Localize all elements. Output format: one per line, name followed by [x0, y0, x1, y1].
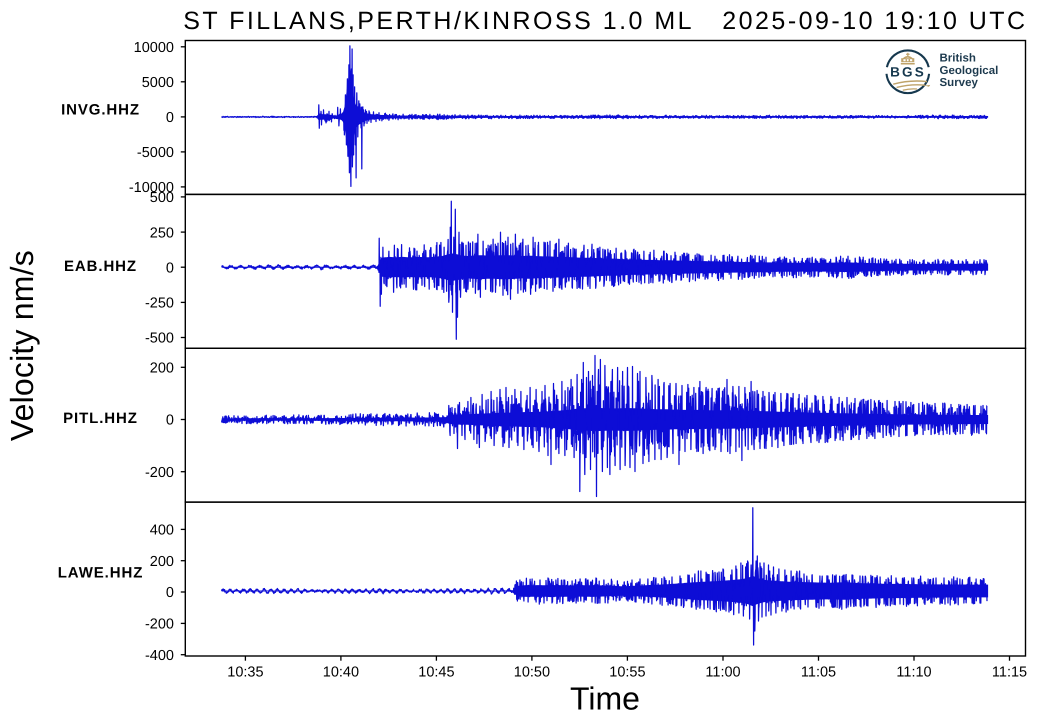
svg-text:LAWE.HHZ: LAWE.HHZ — [58, 565, 144, 582]
svg-text:11:15: 11:15 — [992, 665, 1027, 681]
svg-text:10000: 10000 — [134, 40, 174, 56]
svg-text:10:55: 10:55 — [609, 665, 645, 681]
svg-text:11:10: 11:10 — [896, 665, 931, 681]
svg-text:PITL.HHZ: PITL.HHZ — [63, 410, 138, 427]
svg-text:INVG.HHZ: INVG.HHZ — [61, 102, 140, 119]
svg-text:-5000: -5000 — [137, 145, 174, 161]
svg-text:-500: -500 — [145, 331, 174, 347]
svg-text:0: 0 — [166, 585, 174, 601]
svg-text:500: 500 — [150, 190, 174, 206]
svg-text:10:40: 10:40 — [323, 665, 359, 681]
svg-text:11:00: 11:00 — [705, 665, 740, 681]
svg-text:Velocity nm/s: Velocity nm/s — [4, 250, 40, 441]
svg-text:Time: Time — [570, 681, 640, 717]
svg-text:-400: -400 — [145, 648, 174, 664]
svg-text:10:45: 10:45 — [418, 665, 454, 681]
svg-text:200: 200 — [150, 554, 174, 570]
svg-text:Geological: Geological — [940, 65, 999, 77]
svg-text:0: 0 — [166, 413, 174, 429]
svg-text:-200: -200 — [145, 617, 174, 633]
svg-text:-250: -250 — [145, 296, 174, 312]
svg-text:ST FILLANS,PERTH/KINROSS 1.0 M: ST FILLANS,PERTH/KINROSS 1.0 ML 2025-09-… — [183, 7, 1027, 35]
svg-text:10:50: 10:50 — [514, 665, 550, 681]
svg-text:250: 250 — [150, 225, 174, 241]
svg-text:200: 200 — [150, 361, 174, 377]
svg-text:BGS: BGS — [890, 65, 926, 80]
svg-text:British: British — [940, 53, 976, 65]
svg-text:-200: -200 — [145, 465, 174, 481]
svg-text:EAB.HHZ: EAB.HHZ — [64, 258, 137, 275]
svg-text:0: 0 — [166, 110, 174, 126]
svg-text:0: 0 — [166, 260, 174, 276]
svg-text:11:05: 11:05 — [801, 665, 836, 681]
svg-text:10:35: 10:35 — [227, 665, 263, 681]
svg-text:400: 400 — [150, 523, 174, 539]
svg-text:-10000: -10000 — [129, 180, 174, 196]
svg-text:5000: 5000 — [142, 75, 174, 91]
svg-text:Survey: Survey — [940, 77, 979, 89]
